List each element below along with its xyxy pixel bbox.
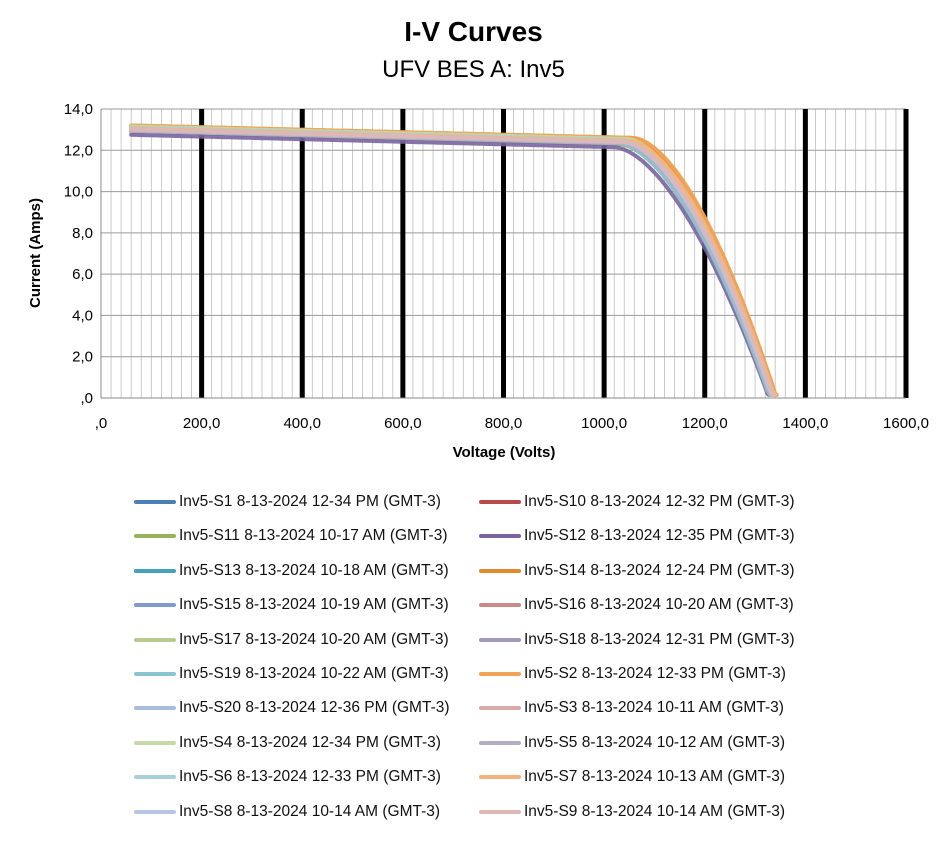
legend-swatch — [479, 740, 521, 745]
legend-swatch — [479, 568, 521, 573]
legend-label: Inv5-S9 8-13-2024 10-14 AM (GMT-3) — [524, 802, 786, 820]
legend-item: Inv5-S6 8-13-2024 12-33 PM (GMT-3) — [134, 765, 441, 789]
chart-title: I-V Curves — [404, 16, 543, 47]
legend-label: Inv5-S5 8-13-2024 10-12 AM (GMT-3) — [524, 733, 786, 751]
series-line-19 — [129, 127, 776, 397]
legend-label: Inv5-S15 8-13-2024 10-19 AM (GMT-3) — [179, 596, 449, 614]
legend-label: Inv5-S11 8-13-2024 10-17 AM (GMT-3) — [179, 527, 448, 545]
series-line-3 — [129, 132, 772, 397]
legend-item: Inv5-S7 8-13-2024 10-13 AM (GMT-3) — [479, 765, 785, 789]
legend-swatch — [134, 706, 176, 711]
x-axis-title: Voltage (Volts) — [453, 444, 556, 461]
legend-item: Inv5-S12 8-13-2024 12-35 PM (GMT-3) — [479, 524, 795, 548]
legend-swatch — [134, 637, 176, 642]
legend-label: Inv5-S6 8-13-2024 12-33 PM (GMT-3) — [179, 768, 441, 786]
y-tick-label: 4,0 — [72, 307, 93, 324]
legend-swatch — [134, 568, 176, 573]
legend-swatch — [479, 603, 521, 608]
legend-swatch — [134, 672, 176, 676]
legend-label: Inv5-S10 8-13-2024 12-32 PM (GMT-3) — [524, 493, 795, 510]
legend-swatch — [479, 706, 521, 711]
legend-label: Inv5-S13 8-13-2024 10-18 AM (GMT-3) — [179, 561, 449, 579]
y-tick-label: 10,0 — [64, 184, 93, 201]
legend-label: Inv5-S14 8-13-2024 12-24 PM (GMT-3) — [524, 561, 795, 579]
x-tick-label: 1000,0 — [581, 415, 627, 432]
legend-label: Inv5-S16 8-13-2024 10-20 AM (GMT-3) — [524, 596, 794, 614]
chart-subtitle: UFV BES A: Inv5 — [382, 56, 565, 83]
legend-label: Inv5-S2 8-13-2024 12-33 PM (GMT-3) — [524, 665, 786, 682]
x-tick-label: 1400,0 — [782, 415, 828, 432]
legend-item: Inv5-S3 8-13-2024 10-11 AM (GMT-3) — [479, 696, 784, 720]
legend-item: Inv5-S5 8-13-2024 10-12 AM (GMT-3) — [479, 731, 785, 755]
legend-item: Inv5-S14 8-13-2024 12-24 PM (GMT-3) — [479, 559, 795, 583]
x-tick-label: ,0 — [95, 415, 108, 432]
x-tick-label: 1200,0 — [682, 415, 728, 432]
legend-item: Inv5-S18 8-13-2024 12-31 PM (GMT-3) — [479, 628, 795, 652]
legend-label: Inv5-S12 8-13-2024 12-35 PM (GMT-3) — [524, 527, 795, 545]
y-tick-label: 2,0 — [72, 349, 93, 366]
series-lines — [129, 123, 779, 397]
legend-item: Inv5-S10 8-13-2024 12-32 PM (GMT-3) — [479, 490, 795, 514]
y-tick-labels: ,0 2,0 4,0 6,0 8,0 10,0 12,0 14,0 — [64, 101, 93, 407]
legend-item: Inv5-S16 8-13-2024 10-20 AM (GMT-3) — [479, 593, 794, 617]
legend-item: Inv5-S17 8-13-2024 10-20 AM (GMT-3) — [134, 628, 449, 652]
axes — [100, 109, 906, 399]
legend-label: Inv5-S7 8-13-2024 10-13 AM (GMT-3) — [524, 768, 786, 786]
x-tick-label: 600,0 — [384, 415, 422, 432]
legend-item: Inv5-S2 8-13-2024 12-33 PM (GMT-3) — [479, 662, 786, 686]
legend-item: Inv5-S9 8-13-2024 10-14 AM (GMT-3) — [479, 800, 785, 824]
legend-item: Inv5-S11 8-13-2024 10-17 AM (GMT-3) — [134, 524, 448, 548]
legend-item: Inv5-S20 8-13-2024 12-36 PM (GMT-3) — [134, 696, 450, 720]
legend-item: Inv5-S8 8-13-2024 10-14 AM (GMT-3) — [134, 800, 440, 824]
legend-label: Inv5-S8 8-13-2024 10-14 AM (GMT-3) — [179, 802, 441, 820]
iv-chart: ,0 2,0 4,0 6,0 8,0 10,0 12,0 14,0 ,0 200,0 400,0 6… — [27, 101, 929, 461]
legend-item: Inv5-S13 8-13-2024 10-18 AM (GMT-3) — [134, 559, 449, 583]
legend-swatch — [134, 775, 176, 780]
legend-label: Inv5-S20 8-13-2024 12-36 PM (GMT-3) — [179, 699, 450, 717]
x-tick-label: 1600,0 — [883, 415, 929, 432]
legend-swatch — [479, 672, 521, 676]
legend-label: Inv5-S17 8-13-2024 10-20 AM (GMT-3) — [179, 630, 449, 648]
vertical-major-gridlines — [199, 109, 909, 398]
x-tick-labels: ,0 200,0 400,0 600,0 800,0 1000,0 1200,0 1400,0… — [95, 415, 929, 432]
legend-swatch — [479, 775, 521, 780]
legend-item: Inv5-S4 8-13-2024 12-34 PM (GMT-3) — [134, 731, 441, 755]
legend-label: Inv5-S18 8-13-2024 12-31 PM (GMT-3) — [524, 630, 795, 648]
legend-item: Inv5-S15 8-13-2024 10-19 AM (GMT-3) — [134, 593, 449, 617]
legend-swatch — [479, 500, 521, 504]
legend-label: Inv5-S4 8-13-2024 12-34 PM (GMT-3) — [179, 733, 441, 751]
legend-swatch — [134, 500, 176, 504]
legend-item: Inv5-S19 8-13-2024 10-22 AM (GMT-3) — [134, 662, 449, 686]
y-tick-label: 6,0 — [72, 266, 93, 283]
legend-label: Inv5-S19 8-13-2024 10-22 AM (GMT-3) — [179, 665, 449, 682]
legend-label: Inv5-S1 8-13-2024 12-34 PM (GMT-3) — [179, 493, 441, 510]
y-axis-title: Current (Amps) — [27, 198, 44, 308]
legend-swatch — [479, 637, 521, 642]
legend-swatch — [479, 809, 521, 814]
legend-swatch — [479, 534, 521, 539]
y-tick-label: 14,0 — [64, 101, 93, 118]
y-tick-label: ,0 — [80, 390, 93, 407]
y-tick-label: 12,0 — [64, 142, 93, 159]
legend-item: Inv5-S1 8-13-2024 12-34 PM (GMT-3) — [134, 490, 441, 514]
x-tick-label: 400,0 — [283, 415, 321, 432]
legend-label: Inv5-S3 8-13-2024 10-11 AM (GMT-3) — [524, 699, 784, 717]
legend-swatch — [134, 534, 176, 539]
legend-swatch — [134, 809, 176, 814]
x-tick-label: 800,0 — [485, 415, 523, 432]
legend-swatch — [134, 603, 176, 608]
x-tick-label: 200,0 — [183, 415, 221, 432]
y-tick-label: 8,0 — [72, 225, 93, 242]
legend-swatch — [134, 740, 176, 745]
